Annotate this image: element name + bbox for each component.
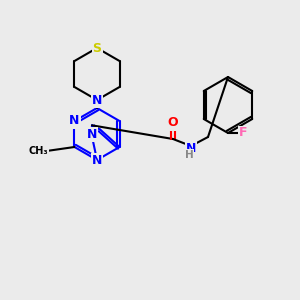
Text: N: N	[86, 128, 97, 141]
Text: N: N	[69, 115, 80, 128]
Text: N: N	[92, 154, 102, 166]
Text: O: O	[168, 116, 178, 130]
Text: CH₃: CH₃	[29, 146, 48, 156]
Text: F: F	[239, 127, 247, 140]
Text: N: N	[186, 142, 196, 154]
Text: N: N	[92, 94, 102, 106]
Text: S: S	[92, 41, 101, 55]
Text: H: H	[184, 150, 194, 160]
